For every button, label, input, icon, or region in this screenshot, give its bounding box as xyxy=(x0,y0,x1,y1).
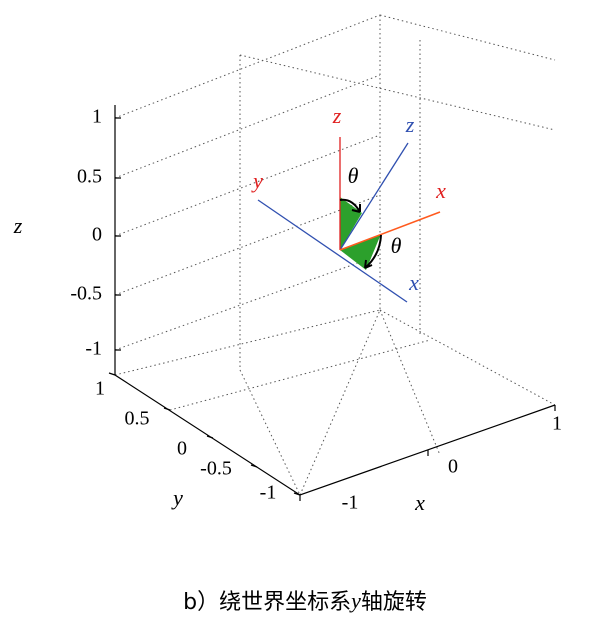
tick-label: 1 xyxy=(92,106,102,128)
tick-label: 1 xyxy=(552,413,562,435)
x-ticks: -1 0 1 xyxy=(342,413,562,514)
axis-lines xyxy=(114,105,556,496)
tick-label: 0.5 xyxy=(77,166,102,188)
tick-label: 0 xyxy=(177,438,187,460)
rotated-z-axis xyxy=(339,142,409,251)
tick-label: -1 xyxy=(260,482,277,504)
z-ticks: 1 0.5 0 -0.5 -1 xyxy=(70,106,102,360)
caption-axis: y xyxy=(349,588,361,613)
angle-wedge xyxy=(340,234,381,270)
rotation-arrow xyxy=(339,198,382,269)
y-ticks: 1 0.5 0 -0.5 -1 xyxy=(95,378,276,504)
tick-label: -0.5 xyxy=(200,458,232,480)
vector-label: z xyxy=(405,112,415,137)
tick-label: -0.5 xyxy=(70,283,102,305)
vectors: z z y x x θ θ xyxy=(251,103,446,303)
caption-text: 轴旋转 xyxy=(361,590,427,615)
tick-label: -1 xyxy=(342,492,359,514)
tick-marks xyxy=(108,117,556,501)
axis-label: x xyxy=(414,490,425,515)
vector-label: y xyxy=(251,168,263,193)
tick-label: 0 xyxy=(92,224,102,246)
tick-label: 0.5 xyxy=(125,408,150,430)
axis-label: z xyxy=(13,213,23,238)
vector-label: x xyxy=(435,178,446,203)
vector-label: z xyxy=(332,103,342,128)
tick-label: -1 xyxy=(85,338,102,360)
caption: b）绕世界坐标系y轴旋转 xyxy=(183,588,427,615)
tick-label: 1 xyxy=(95,378,105,400)
angle-label: θ xyxy=(348,163,359,188)
angle-label: θ xyxy=(391,233,402,258)
world-x-axis xyxy=(339,211,441,251)
tick-label: 0 xyxy=(448,456,458,478)
axes xyxy=(108,105,556,501)
axis-label: y xyxy=(171,485,183,510)
grid-lines xyxy=(114,14,556,496)
vector-label: x xyxy=(408,270,419,295)
rotated-x-axis xyxy=(257,199,408,303)
grid xyxy=(114,14,556,496)
angle-wedge xyxy=(340,197,362,250)
caption-text: b）绕世界坐标系 xyxy=(183,590,351,615)
